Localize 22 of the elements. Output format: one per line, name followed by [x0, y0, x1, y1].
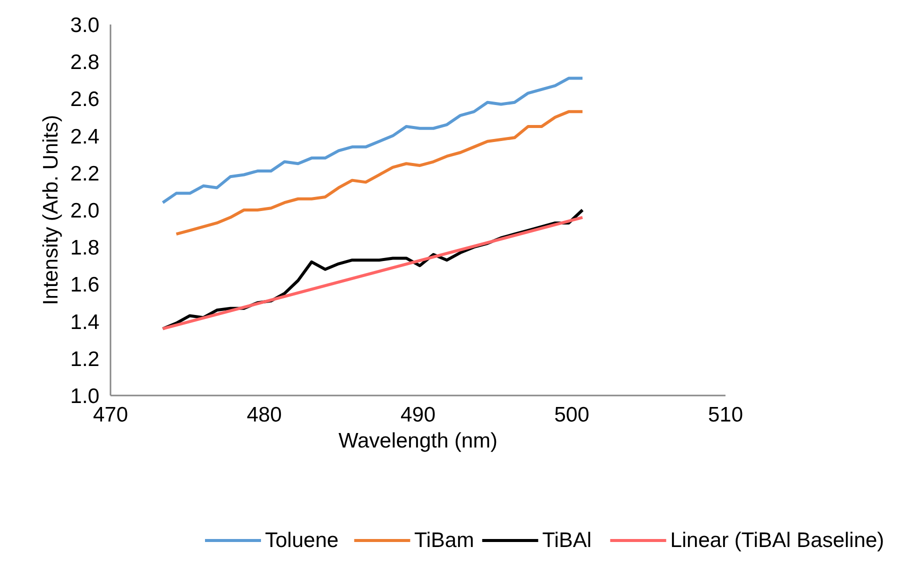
y-tick-label: 2.8 [70, 51, 100, 74]
y-tick-label: 1.4 [70, 310, 100, 334]
y-tick-label: 3.0 [70, 14, 100, 37]
line-series [161, 76, 584, 204]
x-tick-label: 500 [554, 404, 590, 426]
y-tick-label: 1.2 [70, 348, 100, 371]
x-tick-label: 510 [708, 404, 744, 426]
legend-label: TiBAl [542, 529, 592, 552]
legend-label: TiBam [414, 529, 474, 552]
x-axis-title: Wavelength (nm) [338, 430, 498, 452]
legend-label: Linear (TiBAl Baseline) [670, 529, 884, 552]
y-tick-label: 2.2 [70, 162, 100, 186]
y-axis-title: Intensity (Arb. Units) [39, 114, 62, 306]
x-tick-label: 480 [246, 404, 282, 426]
legend-label: Toluene [265, 529, 339, 552]
y-tick-label: 1.8 [70, 236, 100, 260]
x-tick-label: 490 [400, 404, 436, 426]
line-series [174, 110, 584, 236]
y-tick-label: 2.6 [70, 88, 100, 112]
y-tick-label: 2.4 [70, 125, 100, 148]
y-tick-label: 2.0 [70, 200, 100, 222]
y-tick-label: 1.6 [70, 274, 100, 297]
